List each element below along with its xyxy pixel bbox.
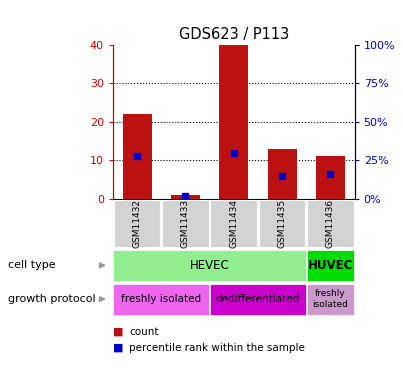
Text: GSM11433: GSM11433 — [181, 199, 190, 248]
Text: ■: ■ — [113, 343, 127, 353]
Text: GSM11436: GSM11436 — [326, 199, 335, 248]
Title: GDS623 / P113: GDS623 / P113 — [179, 27, 289, 42]
Bar — [316, 156, 345, 199]
Text: GSM11432: GSM11432 — [133, 199, 141, 248]
Text: count: count — [129, 327, 158, 337]
Point — [182, 193, 189, 199]
Text: GSM11434: GSM11434 — [229, 199, 238, 248]
Text: freshly
isolated: freshly isolated — [312, 290, 349, 309]
Text: freshly isolated: freshly isolated — [121, 294, 201, 304]
Bar — [123, 114, 152, 199]
Text: GSM11435: GSM11435 — [278, 199, 287, 248]
Point — [231, 150, 237, 156]
Text: HEVEC: HEVEC — [190, 259, 229, 272]
Text: percentile rank within the sample: percentile rank within the sample — [129, 343, 305, 353]
Text: ■: ■ — [113, 327, 127, 337]
Text: cell type: cell type — [8, 260, 56, 270]
Text: dedifferentiated: dedifferentiated — [216, 294, 300, 304]
Text: HUVEC: HUVEC — [308, 259, 353, 272]
Bar — [219, 45, 248, 199]
Bar — [268, 149, 297, 199]
Point — [327, 171, 334, 177]
Point — [134, 153, 140, 159]
Bar — [171, 195, 200, 199]
Point — [279, 172, 285, 179]
Text: growth protocol: growth protocol — [8, 294, 96, 304]
